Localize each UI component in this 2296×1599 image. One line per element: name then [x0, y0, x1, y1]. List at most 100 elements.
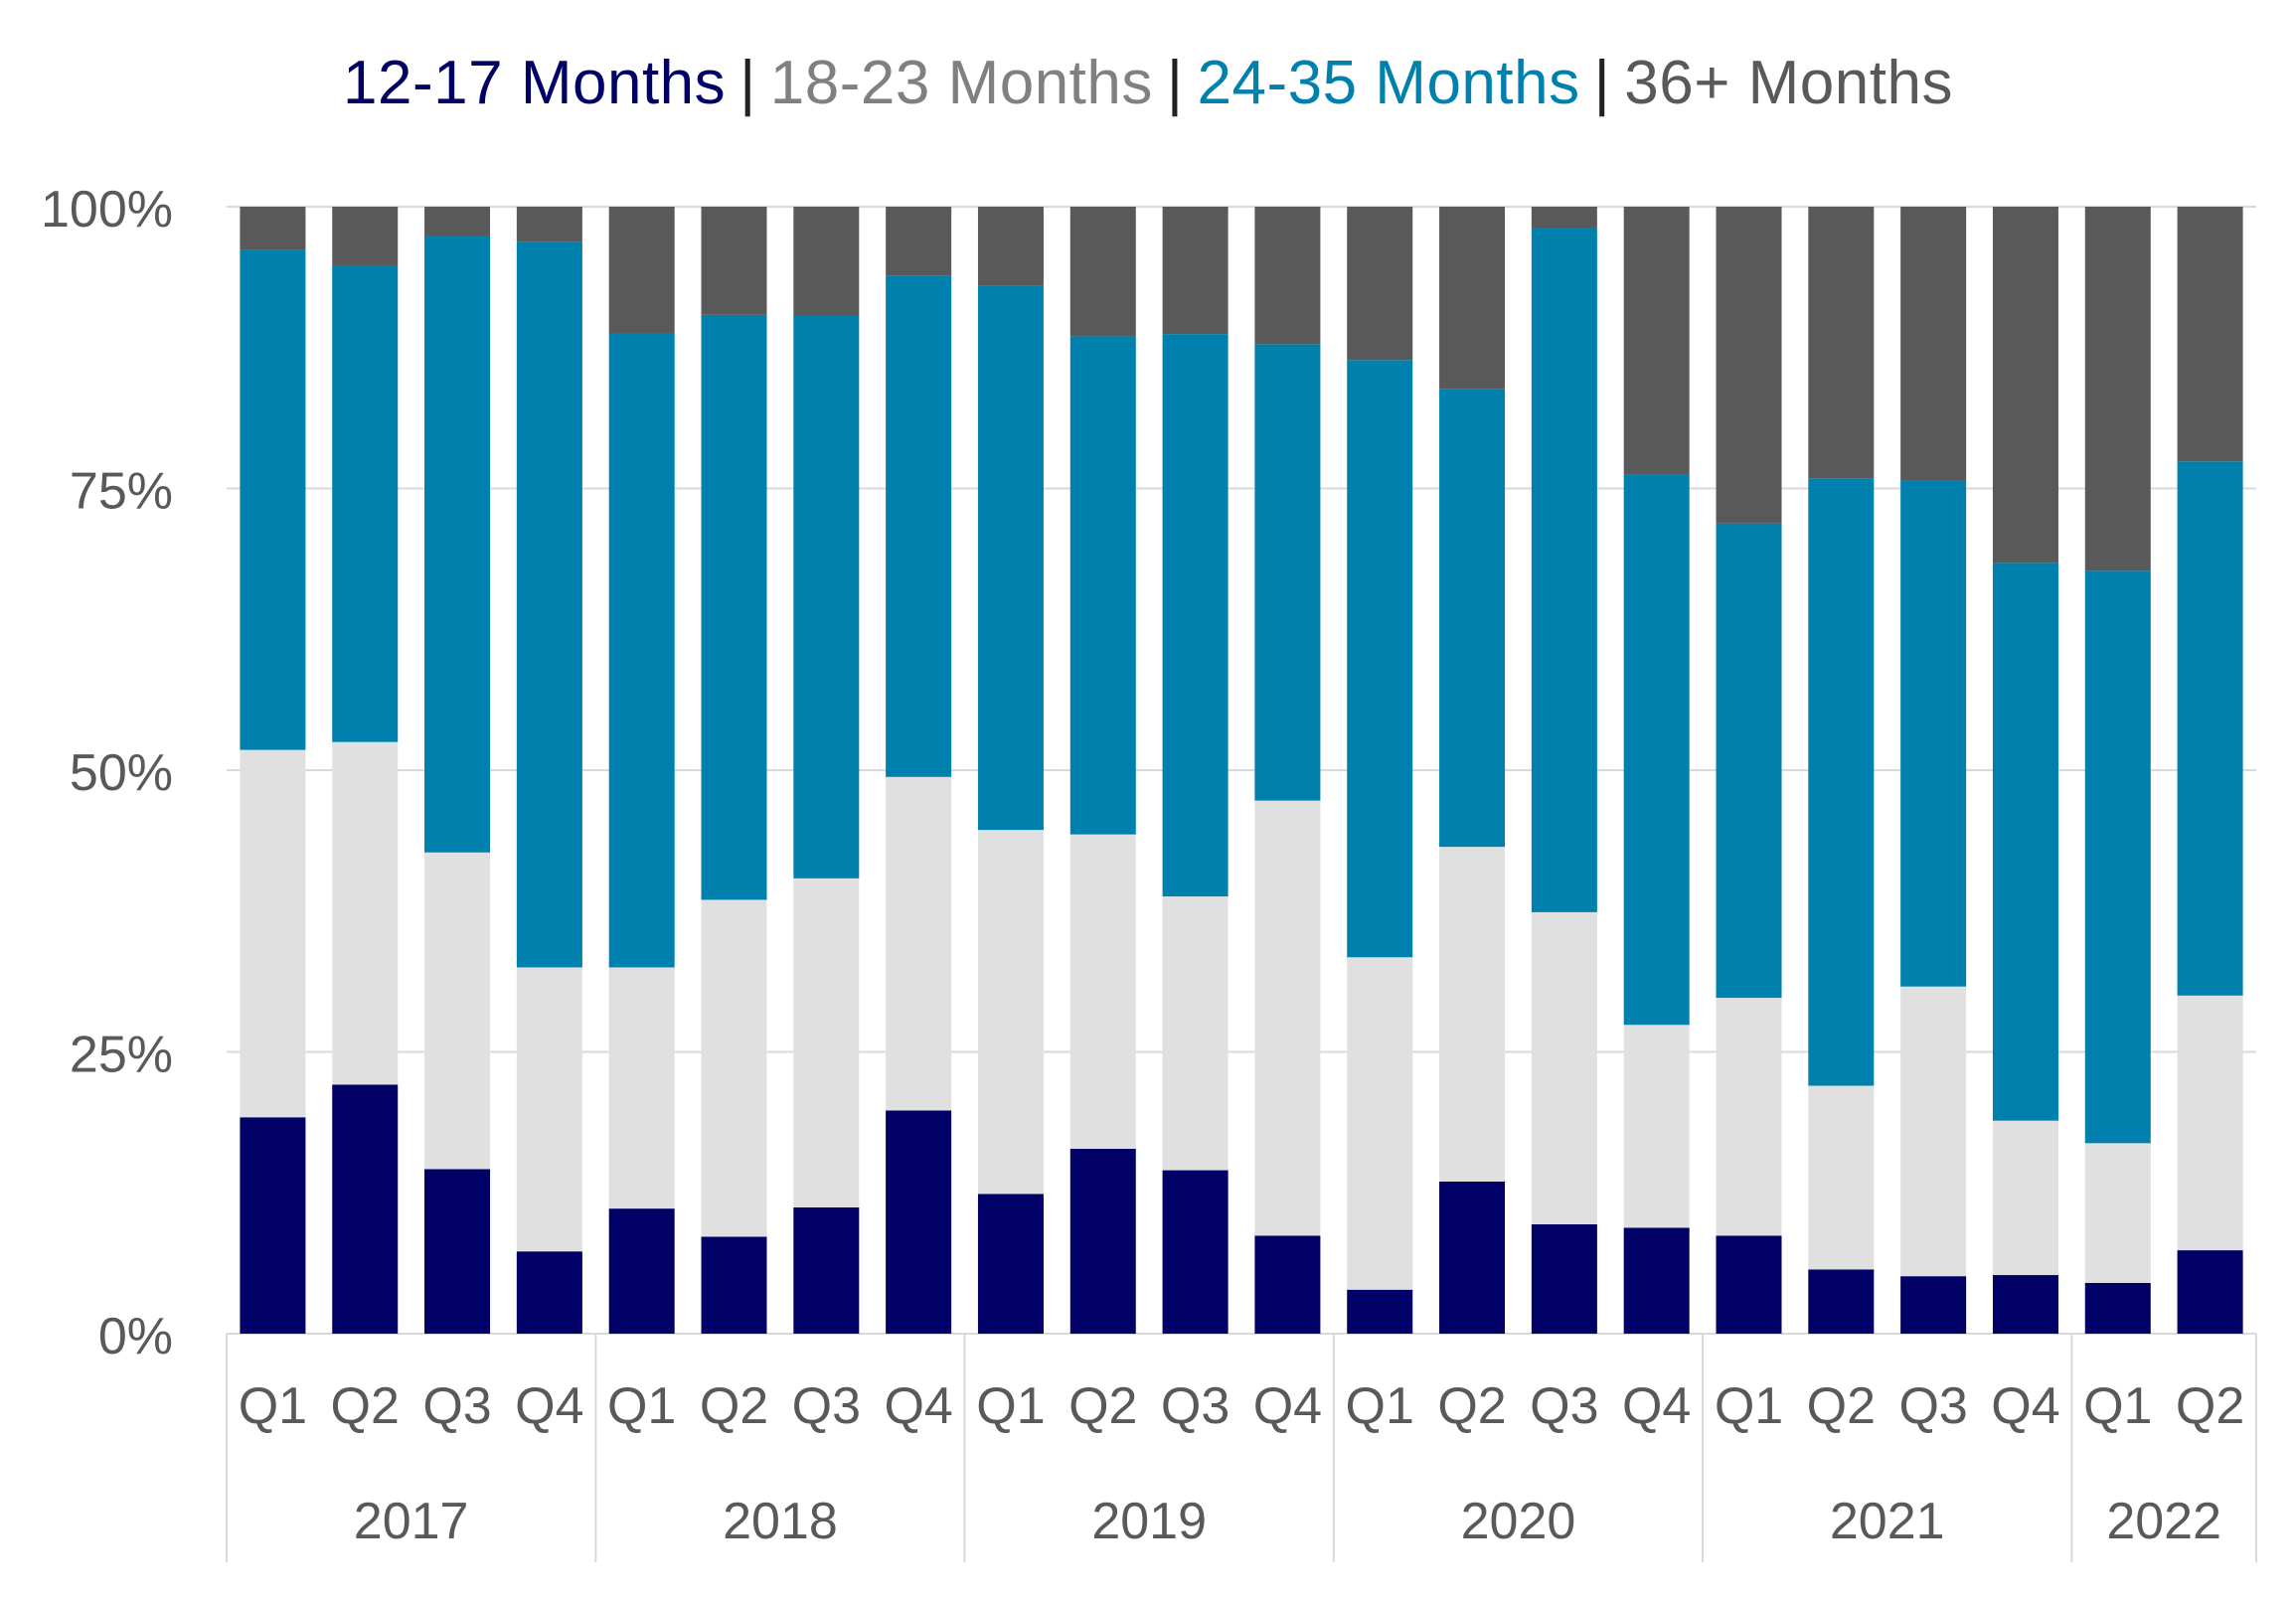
bar-segment — [1900, 986, 1967, 1277]
x-tick-label: Q4 — [1991, 1377, 2059, 1435]
bar-segment — [2084, 1282, 2151, 1334]
y-tick-label: 0% — [98, 1308, 173, 1365]
bar-segment — [332, 207, 399, 265]
bar-segment — [424, 852, 491, 1170]
bar-segment — [424, 236, 491, 853]
bar-segment — [1069, 834, 1136, 1150]
bar-segment — [424, 207, 491, 237]
legend-item-18-23: 18-23 Months — [769, 49, 1153, 117]
bar-segment — [1162, 1170, 1229, 1334]
bar-segment — [240, 749, 306, 1118]
bar-segment — [332, 264, 399, 742]
bar-segment — [332, 1084, 399, 1334]
bar-segment — [2084, 207, 2151, 571]
bar-segment — [1900, 1276, 1967, 1334]
group-label: 2021 — [1830, 1493, 1945, 1550]
bar-segment — [2177, 207, 2243, 462]
bar-segment — [1992, 1275, 2058, 1334]
bar-segment — [1531, 911, 1597, 1225]
group-label: 2019 — [1091, 1493, 1207, 1550]
bar-segment — [1162, 334, 1229, 897]
bar-segment — [516, 1251, 582, 1334]
bar-segment — [1623, 207, 1690, 475]
x-tick-label: Q1 — [607, 1377, 676, 1435]
group-label: 2022 — [2106, 1493, 2221, 1550]
bar-segment — [608, 207, 675, 334]
bar-segment — [240, 207, 306, 250]
bar-segment — [2084, 1143, 2151, 1283]
bar-segment — [1531, 228, 1597, 912]
x-tick-label: Q1 — [976, 1377, 1045, 1435]
bar-segment — [516, 207, 582, 242]
x-tick-label: Q2 — [2176, 1377, 2244, 1435]
bar-segment — [701, 314, 767, 900]
bar-segment — [2177, 995, 2243, 1251]
legend-item-12-17: 12-17 Months — [343, 49, 727, 117]
group-label: 2017 — [354, 1493, 469, 1550]
bar-segment — [2084, 570, 2151, 1144]
bar-segment — [1162, 207, 1229, 335]
bar-segment — [1623, 1227, 1690, 1334]
bar-segment — [1900, 207, 1967, 481]
bar-segment — [1992, 207, 2058, 563]
bar-segment — [1808, 478, 1875, 1086]
bar-segment — [977, 207, 1044, 286]
bar-segment — [1623, 1025, 1690, 1228]
chart-legend: 12-17 Months | 18-23 Months | 24-35 Months | 3… — [0, 48, 2296, 118]
y-tick-label: 100% — [41, 181, 173, 239]
x-tick-label: Q1 — [239, 1377, 307, 1435]
bar-segment — [977, 1194, 1044, 1334]
bar-segment — [424, 1169, 491, 1334]
legend-separator: | — [1166, 49, 1184, 117]
bar-segment — [1347, 360, 1413, 958]
bar-segment — [608, 333, 675, 968]
bar-segment — [1439, 207, 1506, 390]
x-tick-label: Q2 — [331, 1377, 400, 1435]
bar-segment — [1439, 389, 1506, 848]
group-label: 2020 — [1461, 1493, 1576, 1550]
bar-segment — [1069, 336, 1136, 835]
x-tick-label: Q2 — [1437, 1377, 1506, 1435]
bar-segment — [1531, 1224, 1597, 1334]
y-tick-label: 50% — [70, 744, 173, 802]
legend-separator: | — [1593, 49, 1611, 117]
bar-segment — [608, 1208, 675, 1334]
bar-segment — [1347, 1289, 1413, 1334]
x-tick-label: Q1 — [1715, 1377, 1783, 1435]
bar-segment — [1162, 896, 1229, 1171]
bar-segment — [701, 207, 767, 315]
group-label: 2018 — [723, 1493, 838, 1550]
x-tick-label: Q3 — [1530, 1377, 1598, 1435]
x-tick-label: Q4 — [1253, 1377, 1322, 1435]
bar-segment — [1254, 207, 1321, 345]
bar-segment — [886, 1110, 952, 1334]
bar-segment — [977, 830, 1044, 1195]
bar-segment — [1808, 1085, 1875, 1270]
x-tick-label: Q4 — [515, 1377, 583, 1435]
bar-segment — [516, 967, 582, 1252]
bar-segment — [240, 1117, 306, 1334]
bar-segment — [1992, 1120, 2058, 1276]
bar-segment — [1992, 562, 2058, 1121]
bar-segment — [516, 241, 582, 968]
bar-segment — [2177, 461, 2243, 996]
x-tick-label: Q3 — [1898, 1377, 1967, 1435]
bar-segment — [1623, 474, 1690, 1026]
bar-segment — [1254, 1235, 1321, 1334]
bar-segment — [240, 249, 306, 750]
y-tick-label: 75% — [70, 463, 173, 521]
bar-segment — [1531, 207, 1597, 229]
bar-segment — [1347, 207, 1413, 361]
legend-item-36-plus: 36+ Months — [1624, 49, 1953, 117]
bar-segment — [332, 741, 399, 1085]
bar-segment — [1254, 344, 1321, 801]
bar-segment — [1808, 1269, 1875, 1334]
bar-segment — [793, 1206, 860, 1334]
bar-segment — [886, 776, 952, 1111]
bar-segment — [608, 967, 675, 1209]
bar-segment — [886, 275, 952, 777]
legend-separator: | — [739, 49, 756, 117]
bar-segment — [1900, 480, 1967, 987]
